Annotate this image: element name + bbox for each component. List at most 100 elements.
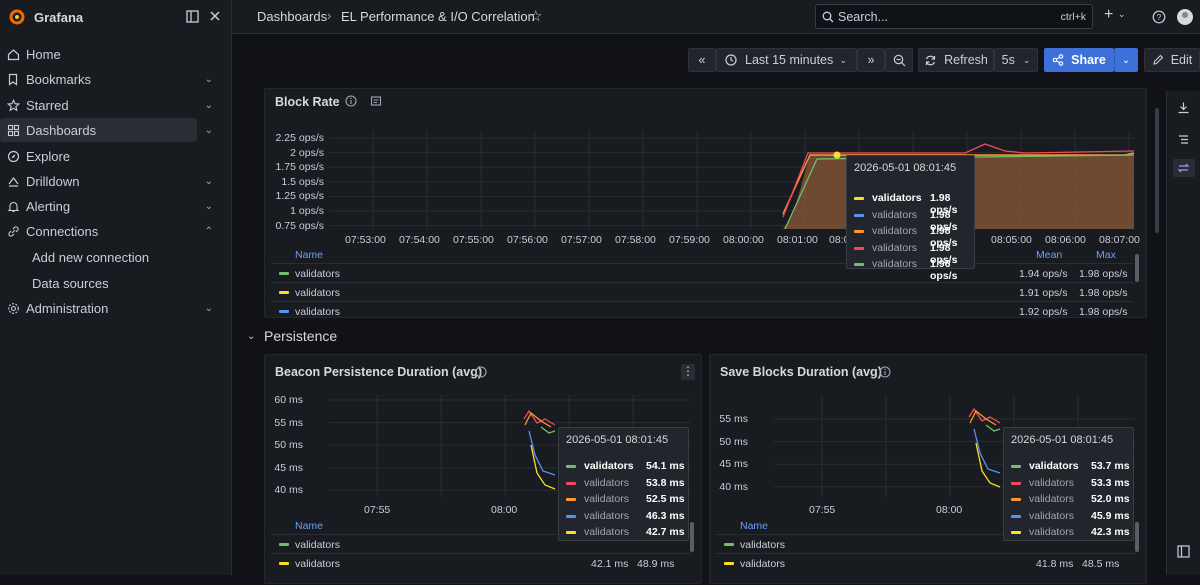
y-axis-tick-label: 1.25 ops/s bbox=[275, 190, 324, 203]
zoom-out-button[interactable] bbox=[885, 48, 913, 72]
legend-header-name[interactable]: Name bbox=[295, 520, 324, 532]
breadcrumb-root[interactable]: Dashboards bbox=[257, 9, 328, 24]
sidebar-item-alerting[interactable]: Alerting ⌄ bbox=[0, 194, 213, 218]
refresh-button[interactable]: Refresh bbox=[918, 48, 994, 72]
sidebar-item-label: Dashboards bbox=[26, 122, 97, 138]
chevron-down-icon[interactable]: ⌄ bbox=[247, 331, 256, 342]
zoom-out-icon bbox=[893, 54, 905, 66]
sidebar-item-home[interactable]: Home bbox=[0, 42, 197, 66]
x-axis-tick-label: 07:56:00 bbox=[507, 234, 548, 246]
tooltip-value: 1.96 ops/s bbox=[930, 258, 958, 282]
dock-panel-icon[interactable] bbox=[1177, 545, 1190, 558]
legend-row[interactable]: validators bbox=[271, 537, 691, 553]
tooltip-series-name: validators bbox=[584, 526, 629, 538]
y-axis-tick-label: 0.75 ops/s bbox=[275, 219, 324, 232]
info-icon[interactable] bbox=[345, 95, 357, 107]
sidebar-item-administration[interactable]: Administration ⌄ bbox=[0, 296, 213, 320]
avatar[interactable] bbox=[1177, 9, 1193, 25]
legend-series-name: validators bbox=[295, 539, 340, 551]
series-color-swatch bbox=[1011, 531, 1021, 534]
legend-max: 1.98 ops/s bbox=[1079, 268, 1128, 280]
star-icon[interactable]: ☆ bbox=[529, 8, 543, 25]
tooltip-series-name: validators bbox=[1029, 460, 1079, 472]
document-icon[interactable] bbox=[370, 95, 382, 107]
x-axis-tick-label: 08:0 bbox=[829, 234, 850, 246]
toggle-button[interactable] bbox=[1173, 159, 1195, 177]
help-icon[interactable]: ? bbox=[1152, 10, 1166, 24]
edit-button[interactable]: Edit bbox=[1144, 48, 1200, 72]
sidebar-item-bookmarks[interactable]: Bookmarks ⌄ bbox=[0, 67, 213, 91]
legend-max: 1.98 ops/s bbox=[1079, 306, 1128, 318]
outline-icon[interactable] bbox=[1177, 133, 1190, 146]
refresh-interval-picker[interactable]: 5s ⌄ bbox=[994, 48, 1038, 72]
legend-scrollbar[interactable] bbox=[1135, 522, 1139, 552]
legend-scrollbar[interactable] bbox=[1135, 254, 1139, 282]
sidebar-item-label: Drilldown bbox=[26, 173, 80, 189]
download-icon[interactable] bbox=[1177, 101, 1190, 114]
time-back-button[interactable]: « bbox=[688, 48, 716, 72]
chevron-down-icon[interactable]: ⌄ bbox=[204, 124, 213, 136]
dock-menu-icon[interactable] bbox=[186, 10, 199, 23]
chevron-down-icon[interactable]: ⌄ bbox=[204, 99, 213, 111]
info-icon[interactable] bbox=[879, 366, 891, 378]
sidebar-item-explore[interactable]: Explore bbox=[0, 144, 197, 168]
tooltip-value: 1.98 ops/s bbox=[930, 208, 958, 233]
tooltip-value: 1.98 ops/s bbox=[930, 192, 958, 216]
legend-row[interactable]: validators 42.1 ms 48.9 ms bbox=[271, 556, 691, 572]
y-axis-tick-label: 45 ms bbox=[719, 458, 748, 471]
tooltip-row: validators 45.9 ms bbox=[1011, 510, 1131, 524]
add-icon[interactable]: + bbox=[1104, 6, 1114, 23]
series-color-swatch bbox=[854, 213, 864, 217]
chevron-down-icon[interactable]: ⌄ bbox=[204, 200, 213, 212]
legend-mean: 1.91 ops/s bbox=[1019, 287, 1068, 299]
tooltip-value: 1.98 ops/s bbox=[930, 225, 958, 249]
clock-icon bbox=[725, 54, 737, 66]
series-color-swatch bbox=[279, 272, 289, 275]
tooltip-series-name: validators bbox=[1029, 526, 1074, 538]
brand[interactable]: Grafana bbox=[8, 8, 83, 26]
sidebar-subitem-data-sources[interactable]: Data sources bbox=[32, 276, 109, 291]
time-forward-button[interactable]: » bbox=[857, 48, 885, 72]
tooltip-value: 45.9 ms bbox=[1091, 509, 1130, 522]
legend-row[interactable]: validators 1.91 ops/s 1.98 ops/s bbox=[271, 285, 1133, 301]
sidebar-item-dashboards[interactable]: Dashboards ⌄ bbox=[0, 118, 213, 142]
legend-series-name: validators bbox=[295, 306, 340, 318]
save-blocks-legend: validators validators 41.8 ms 48.5 ms bbox=[716, 534, 1136, 584]
tooltip-row: validators 52.0 ms bbox=[1011, 493, 1131, 507]
sidebar-item-starred[interactable]: Starred ⌄ bbox=[0, 93, 213, 117]
legend-header-name[interactable]: Name bbox=[295, 249, 324, 261]
row-title-persistence[interactable]: Persistence bbox=[264, 328, 338, 344]
legend-row[interactable]: validators 41.8 ms 48.5 ms bbox=[716, 556, 1136, 572]
legend-header-name[interactable]: Name bbox=[740, 520, 769, 532]
x-axis-tick-label: 08:06:00 bbox=[1045, 234, 1086, 246]
chevron-down-icon[interactable]: ⌄ bbox=[204, 175, 213, 187]
chevron-down-icon[interactable]: ⌄ bbox=[204, 73, 213, 85]
sidebar-item-connections[interactable]: Connections ⌃ bbox=[0, 219, 213, 243]
chevron-down-icon[interactable]: ⌄ bbox=[1118, 9, 1126, 19]
legend-header-max[interactable]: Max bbox=[1096, 249, 1116, 261]
search-input[interactable]: Search... ctrl+k bbox=[815, 4, 1093, 29]
chevron-down-icon[interactable]: ⌄ bbox=[204, 302, 213, 314]
tooltip-series-name: validators bbox=[872, 192, 922, 204]
x-axis-tick-label: 07:55:00 bbox=[453, 234, 494, 246]
legend-row[interactable]: validators bbox=[716, 537, 1136, 553]
time-picker-button[interactable]: Last 15 minutes ⌄ bbox=[716, 48, 857, 72]
panel-menu-icon[interactable]: ⋮ bbox=[681, 364, 695, 380]
share-dropdown-button[interactable]: ⌄ bbox=[1114, 48, 1138, 72]
share-button[interactable]: Share bbox=[1044, 48, 1114, 72]
chevron-up-icon[interactable]: ⌃ bbox=[204, 225, 213, 237]
bookmark-icon bbox=[0, 73, 26, 86]
page-scrollbar[interactable] bbox=[1155, 108, 1159, 233]
legend-mean: 41.8 ms bbox=[1036, 558, 1074, 570]
sidebar-subitem-add-new-connection[interactable]: Add new connection bbox=[32, 250, 150, 265]
legend-header-mean[interactable]: Mean bbox=[1036, 249, 1063, 261]
sidebar-item-drilldown[interactable]: Drilldown ⌄ bbox=[0, 169, 213, 193]
compass-icon bbox=[0, 150, 26, 163]
legend-row[interactable]: validators 1.94 ops/s 1.98 ops/s bbox=[271, 266, 1133, 282]
legend-row[interactable]: validators 1.92 ops/s 1.98 ops/s bbox=[271, 304, 1133, 319]
chevron-down-icon: ⌄ bbox=[839, 54, 847, 65]
info-icon[interactable] bbox=[475, 366, 487, 378]
legend-scrollbar[interactable] bbox=[690, 522, 694, 552]
close-menu-icon[interactable] bbox=[209, 10, 221, 22]
tooltip-series-name: validators bbox=[584, 509, 629, 522]
